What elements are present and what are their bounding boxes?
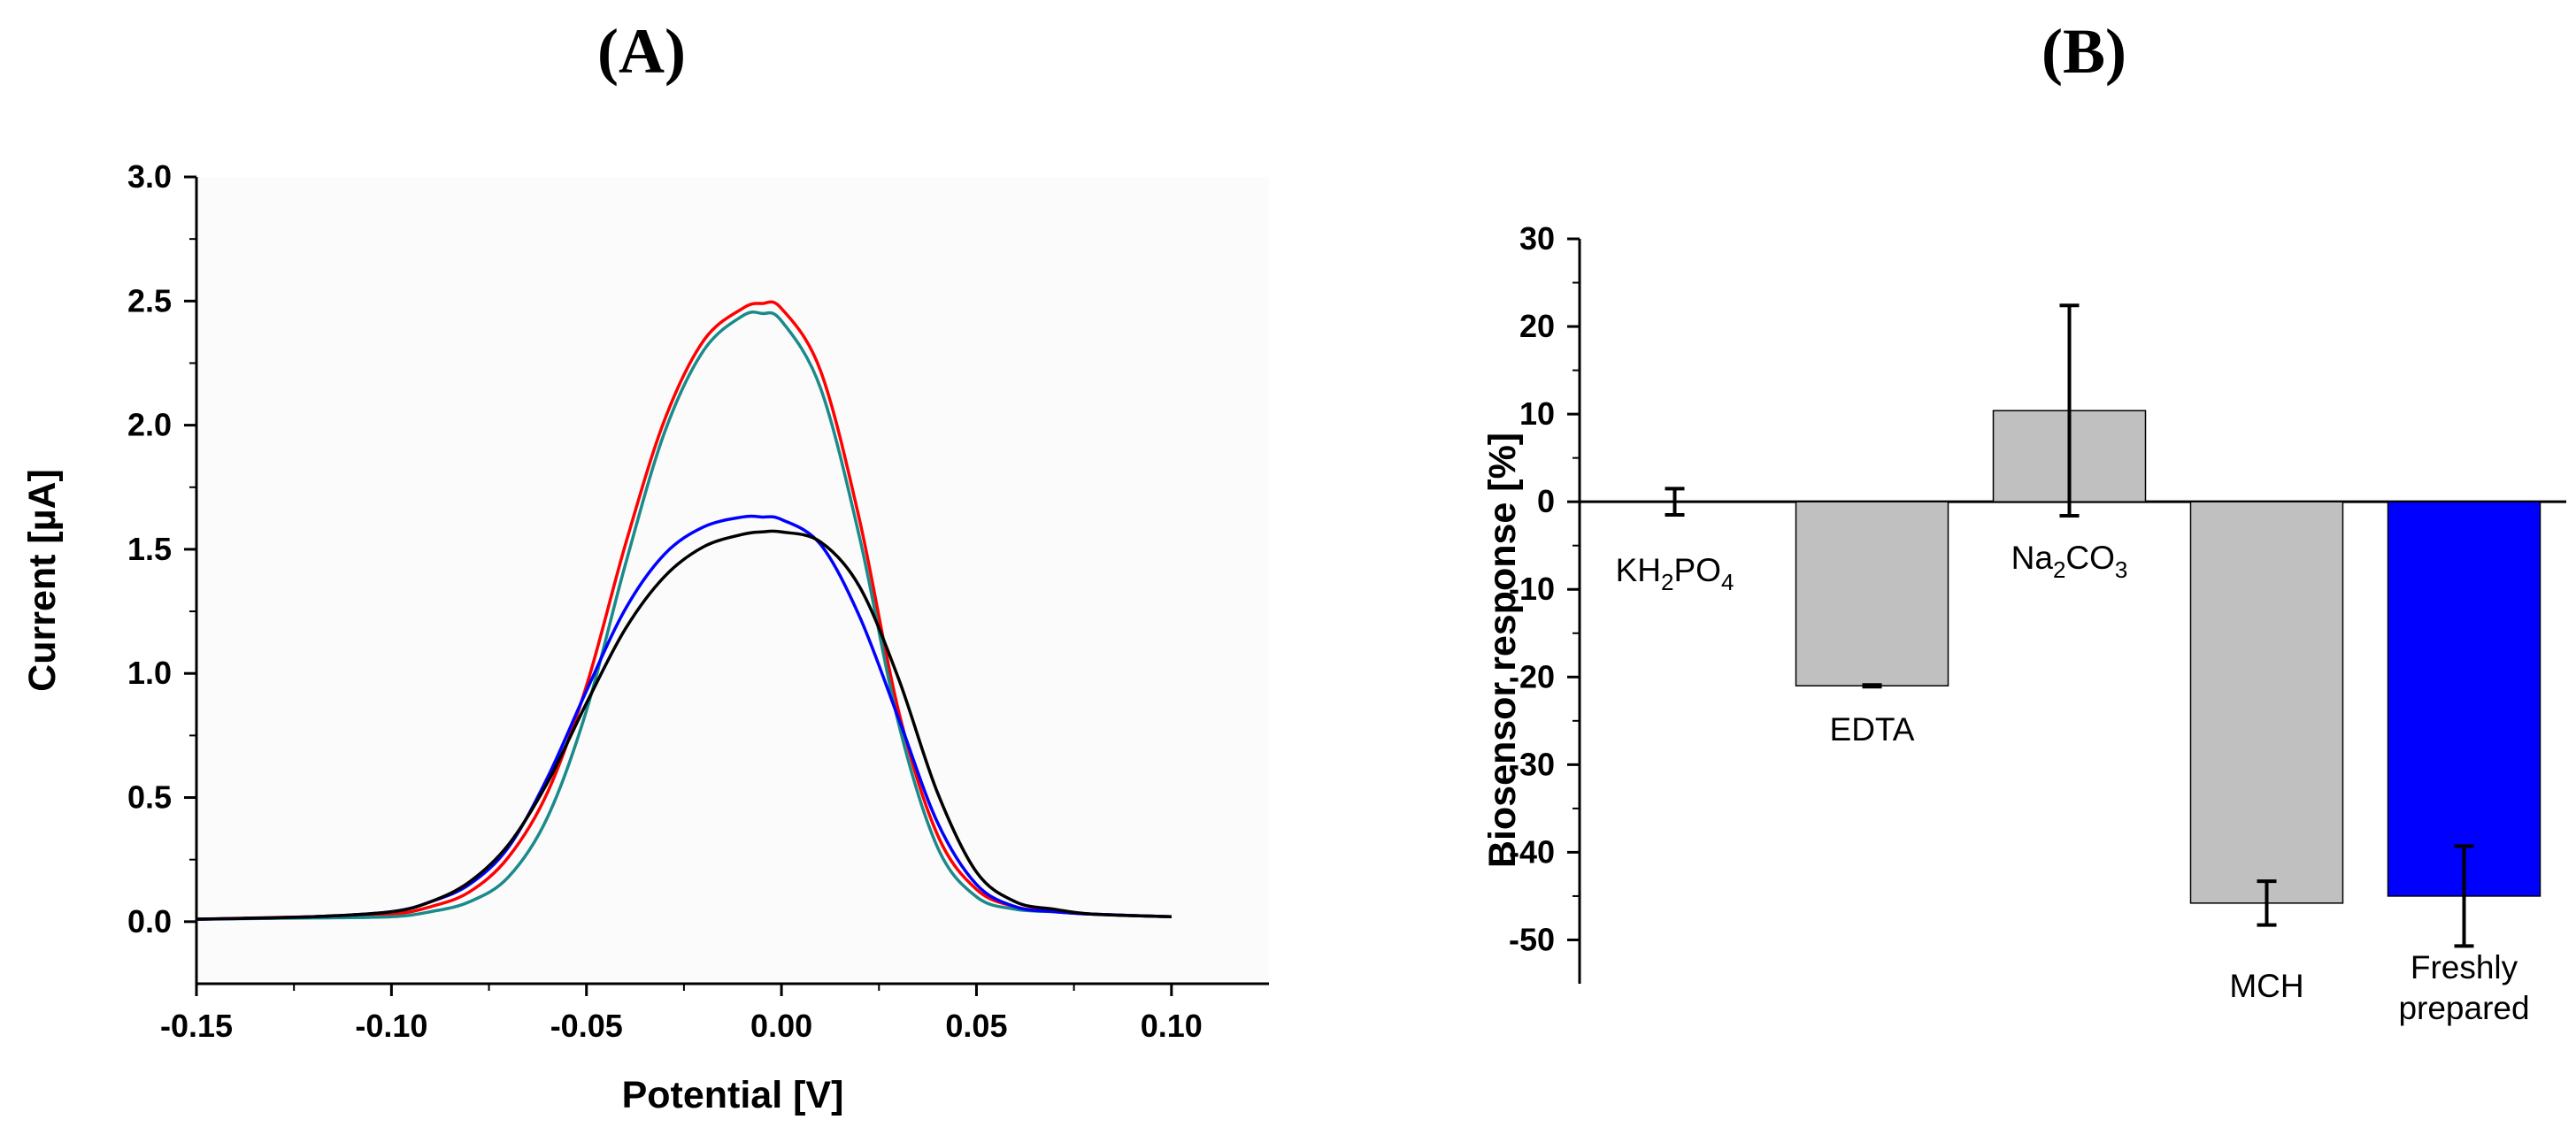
- chart-a-x-tick-label: -0.10: [355, 1008, 427, 1044]
- chart-a-x-tick-label: 0.00: [750, 1008, 812, 1044]
- chart-b-category-label: Na2CO3: [2011, 540, 2128, 583]
- chart-a-series-line-1: [196, 311, 1172, 921]
- chart-b-bar-4: [2387, 501, 2541, 897]
- chart-b-y-axis-title: Biosensor response [%]: [1481, 433, 1524, 868]
- chart-a-y-tick-label: 0.5: [127, 779, 172, 816]
- chart-b-category-label-subscript: 2: [2053, 556, 2065, 583]
- chart-b-bar-3: [2189, 501, 2344, 904]
- chart-b-y-tick-label: -20: [1509, 658, 1555, 694]
- chart-b-category-label-part: PO: [1673, 552, 1720, 588]
- chart-a-y-axis-title: Current [µA]: [21, 469, 64, 692]
- chart-a-plot-area: [196, 177, 1269, 984]
- chart-b-category-label-subscript: 2: [1661, 569, 1673, 595]
- chart-b-y-tick-label: -10: [1509, 571, 1555, 607]
- panel-a-label: (A): [597, 16, 686, 87]
- chart-b-bars: [1665, 303, 2541, 948]
- chart-a-x-tick-label: 0.05: [945, 1008, 1007, 1044]
- chart-b-category-label-part: CO: [2065, 540, 2115, 576]
- chart-b-y-tick-label: 10: [1519, 395, 1555, 432]
- chart-a-y-tick-label: 0.0: [127, 903, 172, 939]
- chart-b-y-tick-label: -40: [1509, 833, 1555, 870]
- chart-b-category-label: Freshly prepared: [2398, 949, 2529, 1026]
- chart-b-bar-1: [1795, 501, 1949, 686]
- chart-a-y-tick-label: 2.0: [127, 407, 172, 443]
- chart-a-series-line-3: [196, 529, 1172, 921]
- chart-a-x-tick-label: 0.10: [1141, 1008, 1203, 1044]
- panel-b-label: (B): [2042, 16, 2126, 87]
- chart-b-y-tick-label: 20: [1519, 308, 1555, 344]
- chart-a-lines: [196, 300, 1172, 921]
- chart-b-category-label: EDTA: [1830, 711, 1915, 748]
- chart-b-category-label-line: Freshly: [2411, 949, 2518, 985]
- chart-a-x-tick-label: -0.15: [160, 1008, 233, 1044]
- chart-a: -0.15 -0.10 -0.05 0.00 0.05 0.10 0.0 0.5 1.0 1.5 2…: [21, 158, 1269, 1116]
- chart-b-y-tick-label: -50: [1509, 921, 1555, 957]
- chart-b-category-label: MCH: [2229, 968, 2303, 1004]
- chart-a-x-tick-label: -0.05: [550, 1008, 623, 1044]
- chart-a-y-tick-label: 1.5: [127, 531, 172, 567]
- chart-a-x-axis-title: Potential [V]: [622, 1074, 844, 1116]
- chart-a-y-tick-label: 3.0: [127, 158, 172, 195]
- chart-a-y-tick-label: 2.5: [127, 282, 172, 318]
- chart-b-y-tick-label: 30: [1519, 220, 1555, 257]
- chart-b-category-label-line: prepared: [2398, 990, 2529, 1026]
- chart-b-category-label-subscript: 3: [2115, 556, 2127, 583]
- chart-a-axes: -0.15 -0.10 -0.05 0.00 0.05 0.10 0.0 0.5 1.0 1.5 2…: [127, 158, 1269, 1044]
- chart-b-category-label-part: KH: [1616, 552, 1661, 588]
- chart-b-y-tick-label: 0: [1537, 483, 1555, 519]
- chart-b-category-label: KH2PO4: [1616, 552, 1734, 595]
- chart-b-y-tick-label: -30: [1509, 746, 1555, 782]
- chart-a-series-line-0: [196, 300, 1172, 921]
- chart-a-y-tick-label: 1.0: [127, 655, 172, 691]
- chart-b-category-label-part: Na: [2011, 540, 2054, 576]
- chart-b-category-label-subscript: 4: [1721, 569, 1734, 595]
